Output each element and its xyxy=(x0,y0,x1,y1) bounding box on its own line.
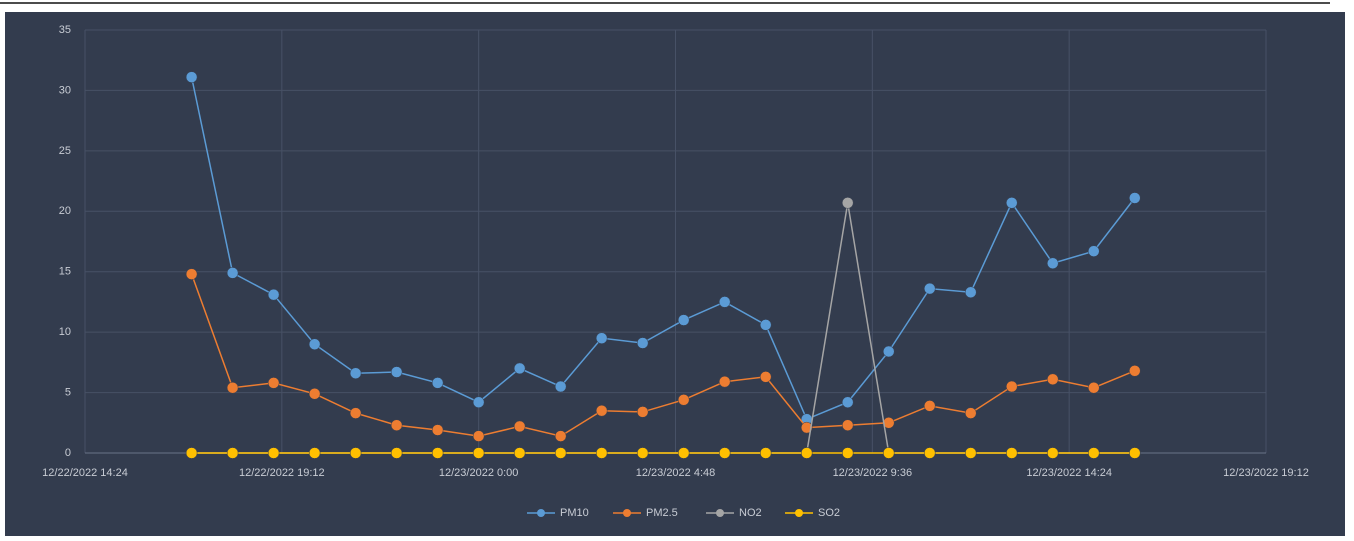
data-point xyxy=(431,424,444,436)
y-tick-label: 15 xyxy=(59,266,71,278)
data-point xyxy=(267,447,280,459)
data-point xyxy=(718,296,731,308)
data-point xyxy=(923,447,936,459)
data-point xyxy=(226,447,239,459)
data-point xyxy=(841,396,854,408)
data-point xyxy=(554,380,567,393)
data-point xyxy=(308,338,321,350)
data-point xyxy=(431,377,444,389)
data-point xyxy=(1129,192,1141,204)
data-point xyxy=(349,447,362,459)
y-tick-label: 35 xyxy=(59,24,71,36)
data-point xyxy=(1129,365,1141,377)
data-point xyxy=(1047,447,1059,459)
x-tick-label: 12/23/2022 14:24 xyxy=(1026,467,1112,479)
data-point xyxy=(390,447,403,459)
data-point xyxy=(636,447,649,459)
data-point xyxy=(636,406,649,418)
legend-label: PM2.5 xyxy=(646,507,678,519)
legend-marker xyxy=(716,509,724,517)
data-point xyxy=(595,332,608,344)
legend-marker xyxy=(623,509,631,517)
x-tick-label: 12/22/2022 14:24 xyxy=(42,467,128,479)
legend-marker xyxy=(537,509,545,517)
data-point xyxy=(513,362,526,375)
data-point xyxy=(349,407,362,419)
data-point xyxy=(677,394,690,406)
data-point xyxy=(677,314,690,326)
data-point xyxy=(965,286,977,299)
y-tick-label: 20 xyxy=(59,205,71,217)
legend-marker xyxy=(795,509,803,517)
y-tick-label: 10 xyxy=(59,326,71,338)
data-point xyxy=(800,447,813,459)
data-point xyxy=(923,400,936,412)
data-point xyxy=(759,371,772,383)
data-point xyxy=(472,447,485,459)
data-point xyxy=(595,404,608,417)
y-tick-label: 0 xyxy=(65,447,71,459)
data-point xyxy=(636,337,649,349)
x-tick-label: 12/23/2022 0:00 xyxy=(439,467,519,479)
data-point xyxy=(800,421,813,434)
data-point xyxy=(185,268,198,280)
x-tick-label: 12/22/2022 19:12 xyxy=(239,467,325,479)
data-point xyxy=(677,447,690,459)
y-tick-label: 5 xyxy=(65,386,71,398)
data-point xyxy=(1088,447,1100,459)
legend-label: NO2 xyxy=(739,507,762,519)
legend-label: SO2 xyxy=(818,507,840,519)
data-point xyxy=(1047,257,1059,270)
data-point xyxy=(308,388,321,400)
data-point xyxy=(390,419,403,431)
data-point xyxy=(513,447,526,459)
data-point xyxy=(267,377,280,389)
data-point xyxy=(472,396,485,408)
data-point xyxy=(513,420,526,433)
y-tick-label: 30 xyxy=(59,84,71,96)
legend-label: PM10 xyxy=(560,507,589,519)
x-tick-label: 12/23/2022 4:48 xyxy=(636,467,716,479)
data-point xyxy=(1047,373,1059,386)
series-line xyxy=(190,76,1136,421)
data-point xyxy=(1006,197,1018,209)
x-tick-label: 12/23/2022 9:36 xyxy=(833,467,913,479)
series-line xyxy=(190,273,1136,437)
data-point xyxy=(595,447,608,459)
data-point xyxy=(841,447,854,459)
data-point xyxy=(841,197,854,209)
data-point xyxy=(965,447,977,459)
data-point xyxy=(718,375,731,388)
data-point xyxy=(554,430,567,442)
x-tick-label: 12/23/2022 19:12 xyxy=(1223,467,1309,479)
data-point xyxy=(267,288,280,301)
data-point xyxy=(185,71,198,83)
data-point xyxy=(882,447,895,459)
data-point xyxy=(185,447,198,459)
data-point xyxy=(965,407,977,419)
data-point xyxy=(1129,447,1141,459)
data-point xyxy=(882,345,895,358)
data-point xyxy=(759,319,772,331)
data-point xyxy=(226,381,239,394)
data-point xyxy=(1088,381,1100,394)
data-point xyxy=(841,419,854,431)
data-point xyxy=(349,367,362,379)
data-point xyxy=(226,267,239,279)
data-point xyxy=(1006,447,1018,459)
data-point xyxy=(923,282,936,295)
data-point xyxy=(1006,380,1018,393)
y-tick-label: 25 xyxy=(59,145,71,157)
data-point xyxy=(308,447,321,459)
data-point xyxy=(390,366,403,378)
data-point xyxy=(554,447,567,459)
data-point xyxy=(718,447,731,459)
data-point xyxy=(472,430,485,442)
data-point xyxy=(431,447,444,459)
data-point xyxy=(759,447,772,459)
data-point xyxy=(1088,245,1100,257)
